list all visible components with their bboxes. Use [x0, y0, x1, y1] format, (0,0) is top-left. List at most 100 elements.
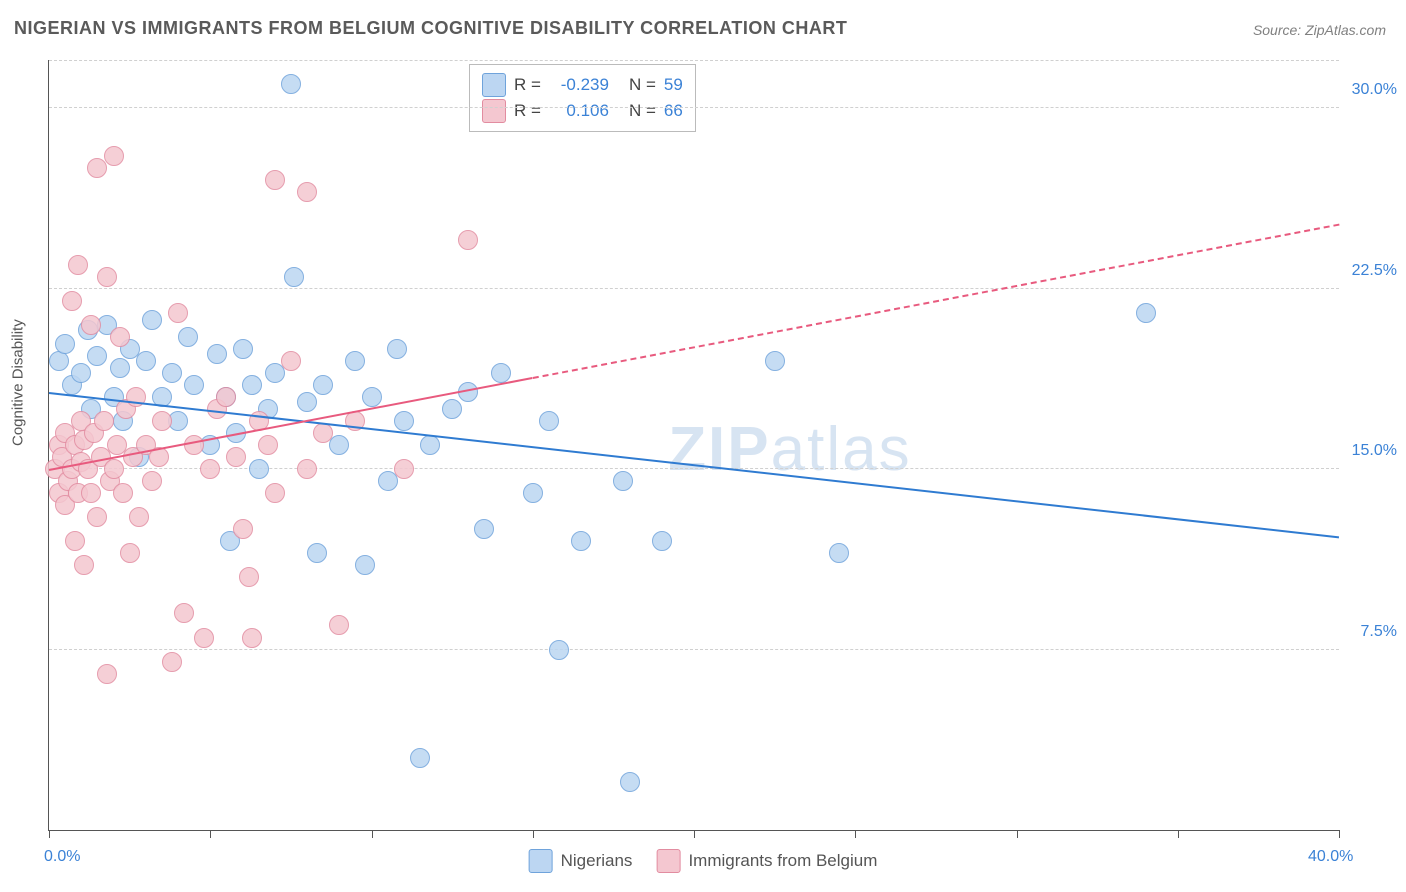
scatter-point: [62, 291, 82, 311]
gridline: [49, 288, 1339, 289]
scatter-point: [142, 471, 162, 491]
legend-label: Nigerians: [561, 851, 633, 871]
scatter-point: [110, 327, 130, 347]
x-tick: [49, 830, 50, 838]
legend-swatch: [482, 99, 506, 123]
scatter-point: [120, 543, 140, 563]
scatter-point: [442, 399, 462, 419]
scatter-point: [194, 628, 214, 648]
scatter-point: [307, 543, 327, 563]
scatter-point: [110, 358, 130, 378]
scatter-point: [345, 351, 365, 371]
x-tick: [533, 830, 534, 838]
scatter-point: [71, 363, 91, 383]
scatter-point: [265, 483, 285, 503]
scatter-point: [265, 170, 285, 190]
x-tick: [855, 830, 856, 838]
x-tick: [210, 830, 211, 838]
x-tick-label: 0.0%: [44, 848, 80, 866]
gridline: [49, 60, 1339, 61]
scatter-point: [207, 344, 227, 364]
scatter-point: [152, 411, 172, 431]
scatter-point: [55, 334, 75, 354]
legend-label: Immigrants from Belgium: [688, 851, 877, 871]
legend-bottom: Nigerians Immigrants from Belgium: [529, 844, 878, 878]
scatter-point: [329, 615, 349, 635]
scatter-point: [249, 459, 269, 479]
scatter-point: [410, 748, 430, 768]
scatter-point: [68, 255, 88, 275]
gridline: [49, 649, 1339, 650]
scatter-point: [491, 363, 511, 383]
scatter-point: [284, 267, 304, 287]
scatter-point: [362, 387, 382, 407]
scatter-point: [178, 327, 198, 347]
legend-n-label: N =: [629, 75, 656, 95]
y-tick-label: 30.0%: [1352, 81, 1397, 99]
chart-title: NIGERIAN VS IMMIGRANTS FROM BELGIUM COGN…: [14, 18, 847, 39]
gridline: [49, 468, 1339, 469]
scatter-point: [65, 531, 85, 551]
scatter-point: [81, 315, 101, 335]
y-tick-label: 15.0%: [1352, 442, 1397, 460]
scatter-point: [216, 387, 236, 407]
scatter-point: [297, 459, 317, 479]
legend-n-label: N =: [629, 101, 656, 121]
y-axis-title: Cognitive Disability: [10, 319, 27, 446]
scatter-point: [136, 351, 156, 371]
scatter-point: [297, 392, 317, 412]
scatter-point: [652, 531, 672, 551]
scatter-point: [765, 351, 785, 371]
scatter-point: [81, 483, 101, 503]
scatter-point: [829, 543, 849, 563]
legend-item: Nigerians: [529, 849, 633, 873]
legend-row: R = -0.239 N = 59: [482, 73, 683, 97]
scatter-point: [613, 471, 633, 491]
scatter-point: [226, 447, 246, 467]
scatter-point: [87, 346, 107, 366]
legend-swatch: [656, 849, 680, 873]
y-tick-label: 22.5%: [1352, 262, 1397, 280]
legend-row: R =0.106N =66: [482, 99, 683, 123]
legend-r-label: R =: [514, 75, 541, 95]
scatter-point: [297, 182, 317, 202]
y-tick-label: 7.5%: [1361, 623, 1397, 641]
scatter-point: [113, 483, 133, 503]
scatter-point: [74, 555, 94, 575]
scatter-point: [242, 628, 262, 648]
legend-item: Immigrants from Belgium: [656, 849, 877, 873]
scatter-point: [258, 435, 278, 455]
scatter-point: [329, 435, 349, 455]
scatter-point: [129, 507, 149, 527]
x-tick: [1017, 830, 1018, 838]
legend-swatch: [529, 849, 553, 873]
scatter-point: [281, 74, 301, 94]
scatter-point: [571, 531, 591, 551]
scatter-point: [620, 772, 640, 792]
scatter-point: [142, 310, 162, 330]
x-tick: [1178, 830, 1179, 838]
scatter-point: [184, 375, 204, 395]
scatter-point: [242, 375, 262, 395]
x-tick: [372, 830, 373, 838]
legend-r-value: -0.239: [549, 75, 609, 95]
legend-swatch: [482, 73, 506, 97]
scatter-point: [313, 423, 333, 443]
plot-area: ZIPatlas R =-0.239N =59R =0.106N =66 7.5…: [48, 60, 1339, 831]
scatter-point: [394, 459, 414, 479]
scatter-point: [97, 664, 117, 684]
scatter-point: [387, 339, 407, 359]
scatter-point: [168, 303, 188, 323]
scatter-point: [420, 435, 440, 455]
legend-n-value: 59: [664, 75, 683, 95]
legend-n-value: 66: [664, 101, 683, 121]
scatter-point: [184, 435, 204, 455]
scatter-point: [94, 411, 114, 431]
scatter-point: [1136, 303, 1156, 323]
scatter-point: [523, 483, 543, 503]
legend-r-label: R =: [514, 101, 541, 121]
scatter-point: [458, 230, 478, 250]
gridline: [49, 107, 1339, 108]
scatter-point: [162, 652, 182, 672]
trend-line: [49, 392, 1339, 538]
